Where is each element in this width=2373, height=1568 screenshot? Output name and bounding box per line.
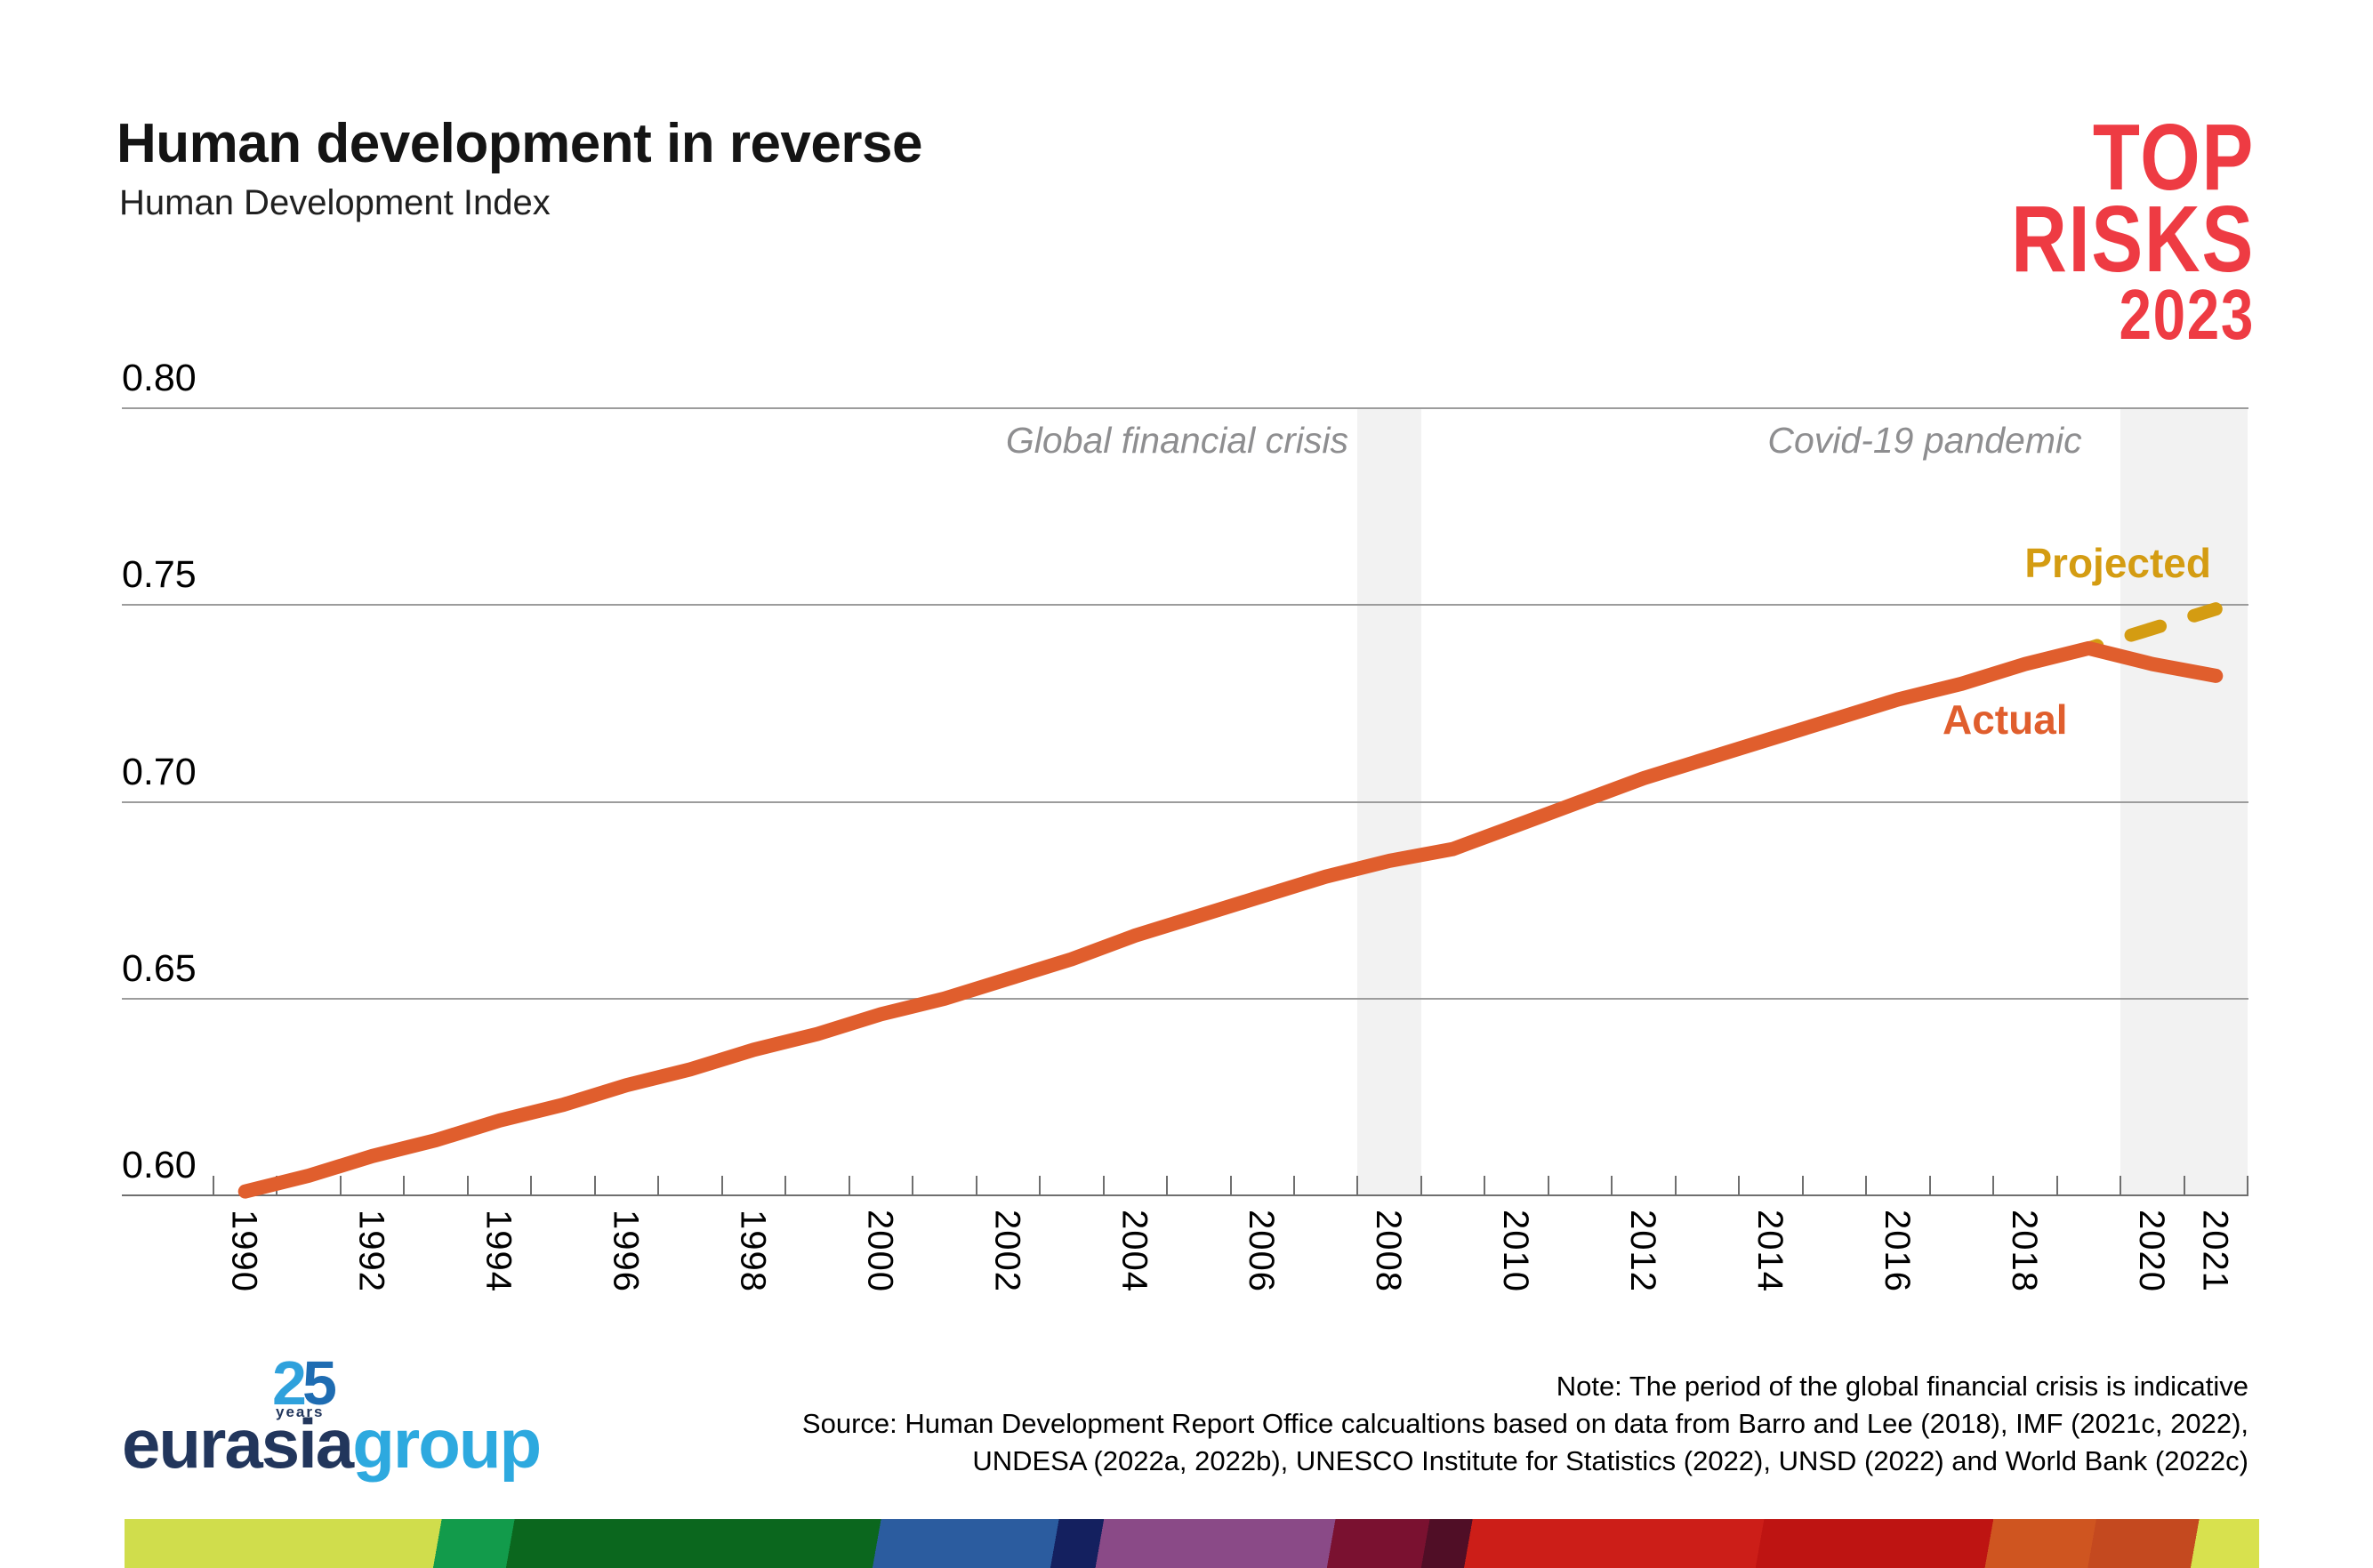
x-tick-label-1990: 1990 (224, 1210, 264, 1292)
x-axis-line (122, 1194, 2248, 1196)
chart-subtitle: Human Development Index (119, 183, 551, 222)
x-tick-label-1992: 1992 (351, 1210, 391, 1292)
gridline-0.70 (122, 800, 2248, 803)
x-axis-tick (1801, 1176, 1804, 1195)
logo-line-risks: RISKS (2011, 187, 2255, 292)
x-axis-tick (1738, 1176, 1741, 1195)
x-axis-tick (2055, 1176, 2058, 1195)
wordmark-group: group (352, 1404, 542, 1483)
x-tick-label-2008: 2008 (1369, 1210, 1409, 1292)
x-tick-label-2010: 2010 (1496, 1210, 1536, 1292)
gridline-0.80 (122, 407, 2248, 409)
x-axis-tick (848, 1176, 850, 1195)
x-axis-tick (657, 1176, 660, 1195)
x-axis-tick (912, 1176, 914, 1195)
x-axis-tick (2120, 1176, 2122, 1195)
x-axis-tick (1865, 1176, 1868, 1195)
anniversary-caption: years (276, 1403, 325, 1420)
x-axis-tick (213, 1176, 214, 1195)
x-tick-label-1998: 1998 (733, 1210, 773, 1292)
x-axis-tick (593, 1176, 596, 1195)
x-axis-tick (403, 1176, 406, 1195)
x-axis-tick (2183, 1176, 2185, 1195)
annotation-global-financial-crisis: Global financial crisis (1005, 420, 1348, 461)
x-axis-tick (975, 1176, 977, 1195)
x-tick-label-2014: 2014 (1750, 1210, 1790, 1292)
gridline-0.65 (122, 997, 2248, 1000)
x-axis-tick (1484, 1176, 1486, 1195)
annotation-covid-19-pandemic: Covid-19 pandemic (1767, 420, 2082, 461)
x-axis-tick (1611, 1176, 1613, 1195)
footnotes: Note: The period of the global financial… (802, 1368, 2248, 1480)
line-actual (237, 640, 2224, 1199)
x-axis-tick (1039, 1176, 1042, 1195)
note-line: Note: The period of the global financial… (1556, 1371, 2248, 1402)
x-tick-label-1994: 1994 (479, 1210, 519, 1292)
line-projected (2081, 602, 2223, 655)
x-axis-tick (1229, 1176, 1232, 1195)
x-tick-label-2012: 2012 (1623, 1210, 1663, 1292)
top-risks-2023-logo: TOP RISKS 2023 (1958, 110, 2255, 350)
anniversary-digit-2: 2 (272, 1348, 307, 1418)
x-axis-tick (1547, 1176, 1549, 1195)
x-axis-tick (1928, 1176, 1931, 1195)
eurasia-25-years-mark: 25 (272, 1352, 337, 1414)
logo-line-top: TOP (2092, 105, 2255, 210)
x-tick-label-2002: 2002 (987, 1210, 1027, 1292)
x-axis-tick (720, 1176, 723, 1195)
x-axis-tick (339, 1176, 342, 1195)
y-tick-label-0.75: 0.75 (122, 553, 197, 597)
x-tick-label-2006: 2006 (1242, 1210, 1282, 1292)
x-axis-tick (784, 1176, 787, 1195)
x-tick-label-2016: 2016 (1877, 1210, 1917, 1292)
wordmark-eurasia: eurasia (122, 1404, 354, 1483)
y-tick-label-0.70: 0.70 (122, 750, 197, 793)
series-label-projected: Projected (2024, 540, 2211, 586)
source-line-2: UNDESA (2022a, 2022b), UNESCO Institute … (972, 1445, 2248, 1476)
x-axis-tick (2247, 1176, 2248, 1195)
x-tick-label-2000: 2000 (860, 1210, 900, 1292)
eurasia-group-wordmark: eurasiagroup (122, 1409, 542, 1478)
x-tick-label-2018: 2018 (2004, 1210, 2044, 1292)
source-line-1: Source: Human Development Report Office … (801, 1408, 2248, 1439)
x-tick-label-2020: 2020 (2131, 1210, 2171, 1292)
x-tick-label-1996: 1996 (606, 1210, 646, 1292)
x-axis-tick (1166, 1176, 1169, 1195)
x-axis-tick (1292, 1176, 1295, 1195)
y-tick-label-0.60: 0.60 (122, 1144, 197, 1186)
y-tick-label-0.80: 0.80 (122, 357, 197, 399)
x-axis-tick (1674, 1176, 1677, 1195)
anniversary-digit-5: 5 (302, 1348, 337, 1418)
logo-line-2023: 2023 (2119, 275, 2255, 354)
gridline-0.75 (122, 604, 2248, 607)
x-axis-tick (1102, 1176, 1105, 1195)
decorative-color-stripe (125, 1519, 2259, 1568)
x-axis-tick (466, 1176, 469, 1195)
x-axis-tick (530, 1176, 533, 1195)
x-axis-tick (1420, 1176, 1422, 1195)
page-title: Human development in reverse (117, 113, 922, 174)
x-tick-label-2021: 2021 (2195, 1210, 2235, 1292)
x-axis-tick (1992, 1176, 1995, 1195)
x-tick-label-2004: 2004 (1114, 1210, 1154, 1292)
y-tick-label-0.65: 0.65 (122, 946, 197, 990)
series-label-actual: Actual (1943, 696, 2068, 743)
x-axis-tick (1356, 1176, 1359, 1195)
